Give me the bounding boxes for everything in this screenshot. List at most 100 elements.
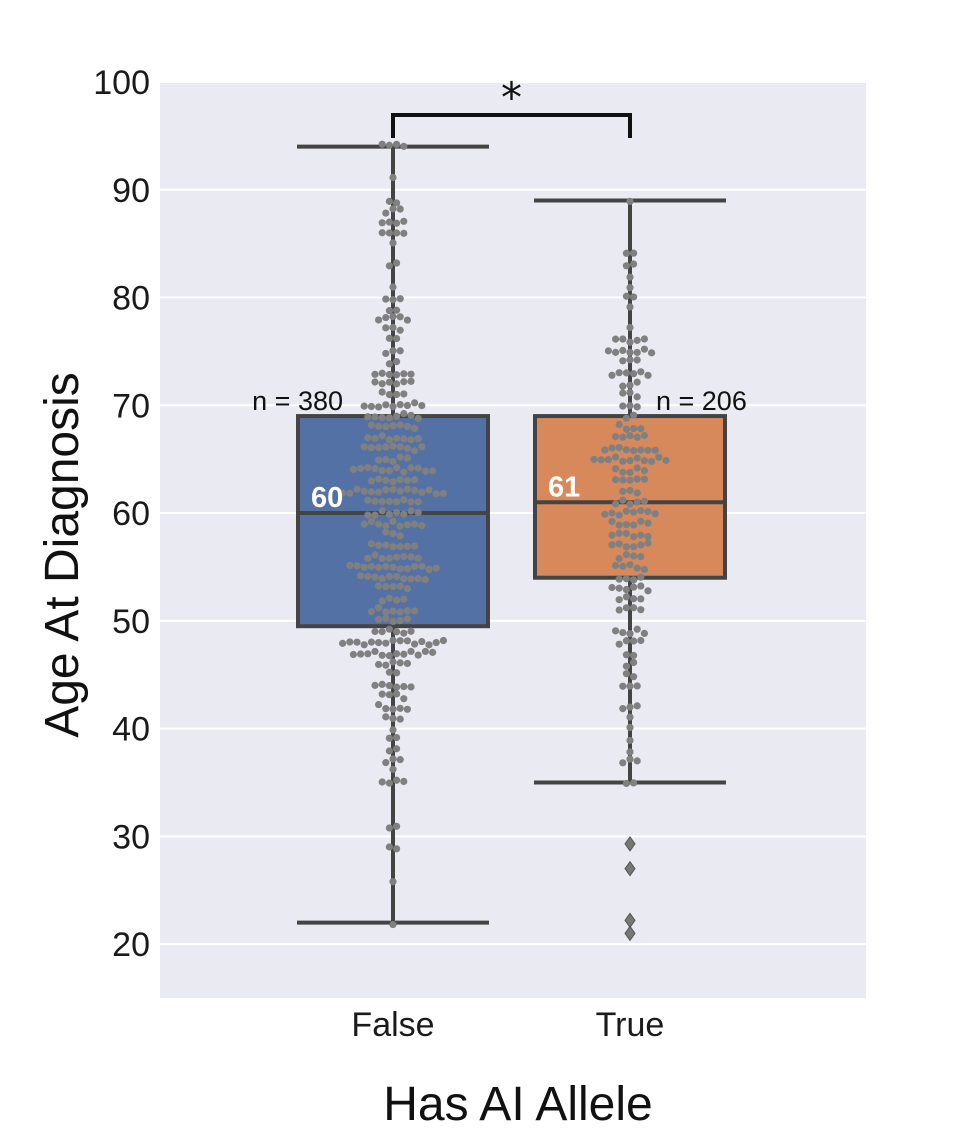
swarm-point: [622, 543, 631, 551]
swarm-point: [385, 197, 393, 205]
swarm-point: [389, 239, 397, 247]
swarm-point: [403, 476, 411, 485]
swarm-point: [637, 636, 645, 645]
swarm-point: [371, 497, 379, 505]
swarm-point: [597, 456, 605, 464]
swarm-point: [385, 681, 393, 690]
swarm-point: [626, 500, 634, 508]
swarm-point: [403, 454, 411, 462]
swarm-point: [626, 736, 634, 745]
swarm-point: [619, 476, 627, 484]
swarm-point: [619, 468, 627, 476]
y-tick-label: 40: [112, 711, 150, 749]
swarm-point: [378, 414, 386, 422]
swarm-point: [357, 464, 365, 473]
swarm-point: [400, 682, 408, 691]
swarm-point: [615, 606, 623, 614]
swarm-point: [396, 295, 404, 303]
swarm-point: [367, 638, 375, 646]
swarm-point: [393, 553, 401, 561]
swarm-point: [375, 615, 383, 623]
swarm-point: [626, 561, 634, 569]
swarm-point: [385, 378, 393, 386]
swarm-point: [418, 637, 426, 646]
swarm-point: [389, 403, 397, 411]
swarm-point: [619, 457, 627, 465]
swarm-point: [385, 510, 393, 518]
swarm-point: [619, 562, 627, 570]
swarm-point: [396, 756, 404, 764]
swarm-point: [389, 714, 397, 723]
swarm-point: [612, 453, 620, 461]
swarm-point: [382, 661, 390, 669]
swarm-point: [385, 229, 393, 237]
swarm-point: [403, 705, 411, 713]
swarm-point: [429, 648, 437, 656]
swarm-point: [418, 443, 426, 451]
swarm-point: [378, 628, 386, 636]
swarm-point: [608, 541, 616, 549]
swarm-point: [389, 296, 397, 304]
swarm-point: [375, 639, 383, 647]
swarm-point: [371, 647, 379, 656]
swarm-point: [637, 507, 645, 515]
swarm-point: [626, 713, 634, 721]
swarm-point: [393, 434, 401, 443]
swarm-point: [389, 283, 397, 291]
swarm-point: [612, 465, 620, 473]
swarm-point: [360, 443, 368, 451]
swarm-point: [630, 260, 638, 268]
swarm-point: [633, 682, 641, 690]
median-label: 60: [311, 482, 343, 514]
swarm-point: [378, 388, 386, 396]
swarm-point: [640, 629, 649, 638]
swarm-point: [615, 575, 623, 583]
swarm-point: [375, 316, 383, 324]
swarm-point: [378, 229, 386, 237]
swarm-point: [590, 455, 598, 464]
swarm-point: [619, 357, 627, 365]
swarm-point: [400, 217, 408, 225]
swarm-point: [640, 431, 649, 440]
swarm-point: [396, 616, 404, 625]
swarm-point: [400, 468, 408, 476]
swarm-point: [626, 748, 634, 756]
swarm-point: [367, 517, 375, 526]
swarm-point: [378, 690, 386, 698]
swarm-point: [396, 522, 404, 530]
swarm-point: [662, 456, 670, 464]
swarm-point: [615, 529, 623, 537]
swarm-point: [626, 476, 634, 484]
swarm-point: [375, 443, 383, 452]
swarm-point: [367, 540, 375, 548]
swarm-point: [630, 552, 638, 560]
swarm-point: [378, 574, 386, 583]
swarm-point: [393, 358, 401, 366]
swarm-point: [378, 219, 386, 227]
swarm-point: [411, 399, 419, 407]
swarm-point: [626, 197, 634, 205]
swarm-point: [411, 486, 419, 494]
swarm-point: [612, 335, 620, 343]
swarm-point: [378, 466, 386, 475]
swarm-point: [640, 345, 649, 353]
swarm-point: [349, 465, 357, 474]
swarm-point: [393, 628, 401, 636]
swarm-point: [371, 464, 379, 473]
outlier-point: [624, 860, 636, 877]
swarm-point: [644, 532, 652, 541]
swarm-point: [626, 703, 634, 711]
swarm-point: [364, 572, 372, 580]
swarm-point: [612, 561, 620, 570]
swarm-point: [630, 651, 638, 660]
plot-area: [160, 82, 866, 998]
swarm-point: [626, 486, 634, 495]
swarm-point: [360, 520, 368, 528]
x-axis-ticks: False True: [351, 1006, 664, 1044]
swarm-point: [382, 562, 390, 571]
swarm-point: [622, 521, 631, 529]
swarm-point: [400, 595, 408, 603]
swarm-point: [622, 446, 631, 454]
swarm-point: [429, 467, 437, 475]
swarm-point: [378, 554, 386, 563]
